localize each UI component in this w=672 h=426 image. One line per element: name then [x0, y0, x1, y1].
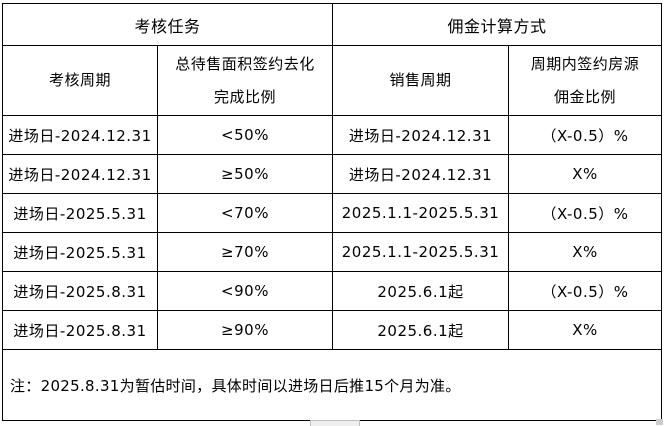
cell-assessment-period: 进场日-2024.12.31: [2, 115, 158, 155]
header-group-row: 考核任务 佣金计算方式: [1, 3, 663, 46]
table-row: 进场日-2025.5.31 ≥70% 2025.1.1-2025.5.31 X%: [2, 232, 663, 272]
column-header-line: 总待售面积签约去化: [175, 55, 315, 73]
column-header-line: 销售周期: [389, 71, 452, 90]
cell-completion-ratio: <70%: [156, 193, 334, 233]
cell-assessment-period: 进场日-2024.12.31: [2, 154, 158, 194]
cell-assessment-period: 进场日-2025.5.31: [2, 232, 158, 272]
cell-completion-ratio: ≥50%: [156, 154, 334, 194]
header-group-assessment-task: 考核任务: [1, 3, 334, 46]
cell-commission-ratio: （X-0.5）%: [508, 115, 663, 155]
column-header-row: 考核周期 总待售面积签约去化 完成比例 销售周期 周期内签约房源 佣金比例: [2, 45, 663, 116]
column-header-line: 周期内签约房源: [530, 55, 640, 73]
cell-commission-ratio: （X-0.5）%: [508, 193, 663, 233]
column-header-line: 完成比例: [214, 87, 277, 106]
footnote-text: 注：2025.8.31为暂估时间，具体时间以进场日后推15个月为准。: [1, 349, 663, 421]
table-row: 进场日-2025.8.31 ≥90% 2025.6.1起 X%: [2, 310, 663, 350]
cell-commission-ratio: X%: [508, 232, 663, 272]
column-header-commission-ratio: 周期内签约房源 佣金比例: [508, 45, 663, 116]
cell-completion-ratio: <90%: [156, 271, 334, 311]
cell-sales-period: 进场日-2024.12.31: [332, 115, 510, 155]
cell-sales-period: 2025.1.1-2025.5.31: [332, 193, 510, 233]
column-header-completion-ratio: 总待售面积签约去化 完成比例: [156, 45, 334, 116]
table-row: 进场日-2024.12.31 ≥50% 进场日-2024.12.31 X%: [2, 154, 663, 194]
cell-commission-ratio: （X-0.5）%: [508, 271, 663, 311]
cell-assessment-period: 进场日-2025.5.31: [2, 193, 158, 233]
column-header-line: 考核周期: [48, 71, 111, 90]
cell-commission-ratio: X%: [508, 154, 663, 194]
cell-completion-ratio: ≥90%: [156, 310, 334, 350]
table-row: 进场日-2024.12.31 <50% 进场日-2024.12.31 （X-0.…: [2, 115, 663, 155]
cell-sales-period: 2025.6.1起: [332, 310, 510, 350]
note-row: 注：2025.8.31为暂估时间，具体时间以进场日后推15个月为准。: [1, 349, 663, 421]
cell-assessment-period: 进场日-2025.8.31: [2, 271, 158, 311]
commission-table: 考核任务 佣金计算方式 考核周期 总待售面积签约去化 完成比例 销售周期 周期内…: [1, 3, 663, 421]
column-header-line: 佣金比例: [554, 87, 617, 106]
cell-completion-ratio: <50%: [156, 115, 334, 155]
cell-sales-period: 进场日-2024.12.31: [332, 154, 510, 194]
cell-sales-period: 2025.6.1起: [332, 271, 510, 311]
resize-handle-artifact: [656, 419, 663, 425]
table-row: 进场日-2025.5.31 <70% 2025.1.1-2025.5.31 （X…: [2, 193, 663, 233]
cell-sales-period: 2025.1.1-2025.5.31: [332, 232, 510, 272]
column-header-assessment-period: 考核周期: [2, 45, 158, 116]
header-group-commission-method: 佣金计算方式: [332, 3, 663, 46]
cell-completion-ratio: ≥70%: [156, 232, 334, 272]
bottom-edge-artifact: [310, 420, 360, 426]
table-row: 进场日-2025.8.31 <90% 2025.6.1起 （X-0.5）%: [2, 271, 663, 311]
column-header-sales-period: 销售周期: [332, 45, 510, 116]
cell-commission-ratio: X%: [508, 310, 663, 350]
cell-assessment-period: 进场日-2025.8.31: [2, 310, 158, 350]
